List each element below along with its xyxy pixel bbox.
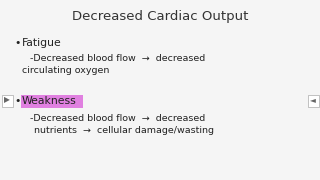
Text: -Decreased blood flow  →  decreased: -Decreased blood flow → decreased [30, 54, 205, 63]
Text: Weakness: Weakness [22, 96, 77, 106]
Text: circulating oxygen: circulating oxygen [22, 66, 109, 75]
Text: Fatigue: Fatigue [22, 38, 62, 48]
FancyBboxPatch shape [21, 95, 83, 108]
Text: -Decreased blood flow  →  decreased: -Decreased blood flow → decreased [30, 114, 205, 123]
Text: •: • [14, 38, 20, 48]
Text: •: • [14, 96, 20, 106]
Text: ▶: ▶ [4, 96, 10, 105]
Text: ◄: ◄ [310, 96, 316, 105]
FancyBboxPatch shape [2, 94, 12, 107]
FancyBboxPatch shape [308, 94, 318, 107]
Text: Decreased Cardiac Output: Decreased Cardiac Output [72, 10, 248, 23]
Text: nutrients  →  cellular damage/wasting: nutrients → cellular damage/wasting [34, 126, 214, 135]
